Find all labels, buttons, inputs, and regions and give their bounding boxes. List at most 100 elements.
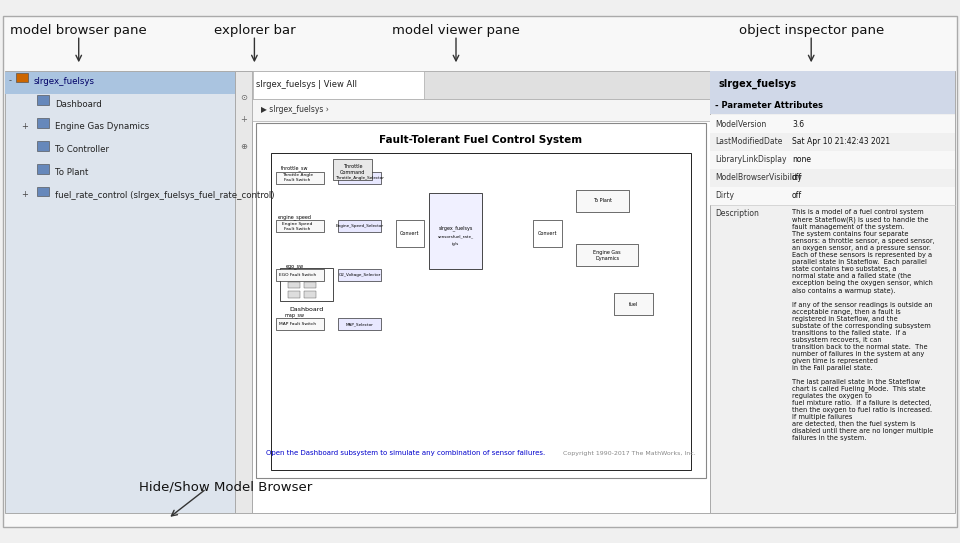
Text: This is a model of a fuel control system
where Stateflow(R) is used to handle th: This is a model of a fuel control system…: [792, 209, 935, 441]
FancyBboxPatch shape: [710, 115, 955, 133]
FancyBboxPatch shape: [338, 220, 381, 232]
FancyBboxPatch shape: [576, 190, 629, 212]
Text: LastModifiedDate: LastModifiedDate: [715, 137, 782, 147]
FancyBboxPatch shape: [288, 282, 300, 288]
Text: To Plant: To Plant: [55, 168, 88, 177]
Text: ego_sw: ego_sw: [286, 264, 303, 269]
FancyBboxPatch shape: [280, 268, 333, 301]
FancyBboxPatch shape: [276, 220, 324, 232]
Text: fuel: fuel: [629, 301, 638, 307]
FancyBboxPatch shape: [429, 193, 482, 269]
Text: To Plant: To Plant: [593, 198, 612, 204]
FancyBboxPatch shape: [710, 71, 955, 97]
Text: Convert: Convert: [538, 231, 557, 236]
FancyBboxPatch shape: [16, 73, 28, 83]
FancyBboxPatch shape: [338, 318, 381, 330]
FancyBboxPatch shape: [338, 269, 381, 281]
Text: Dashboard: Dashboard: [55, 99, 102, 109]
FancyBboxPatch shape: [37, 141, 49, 151]
Text: To Controller: To Controller: [55, 145, 108, 154]
FancyBboxPatch shape: [710, 187, 955, 205]
FancyBboxPatch shape: [396, 220, 424, 247]
Text: -: -: [8, 76, 12, 85]
Text: +: +: [21, 122, 29, 131]
Text: EGO Fault Switch: EGO Fault Switch: [279, 273, 316, 277]
Text: Dashboard: Dashboard: [290, 307, 324, 312]
Text: O2_Voltage_Selector: O2_Voltage_Selector: [338, 273, 381, 277]
Text: 3.6: 3.6: [792, 119, 804, 129]
FancyBboxPatch shape: [5, 71, 235, 513]
Text: MAP_Selector: MAP_Selector: [346, 322, 373, 326]
Text: Description: Description: [715, 209, 759, 218]
Text: ▶ slrgex_fuelsys ›: ▶ slrgex_fuelsys ›: [261, 105, 329, 114]
FancyBboxPatch shape: [710, 97, 955, 114]
Text: +: +: [240, 115, 247, 124]
Text: explorer bar: explorer bar: [213, 24, 296, 37]
Text: none: none: [792, 155, 811, 165]
Text: object inspector pane: object inspector pane: [738, 24, 884, 37]
Text: Throttle
Command: Throttle Command: [340, 164, 365, 175]
FancyBboxPatch shape: [235, 71, 252, 513]
Text: off: off: [792, 173, 803, 182]
FancyBboxPatch shape: [271, 153, 691, 470]
FancyBboxPatch shape: [276, 269, 324, 281]
Text: slrgex_fuelsys: slrgex_fuelsys: [718, 79, 796, 89]
FancyBboxPatch shape: [5, 72, 235, 94]
Text: - Parameter Attributes: - Parameter Attributes: [715, 101, 824, 110]
Text: fuel_rate_control (slrgex_fuelsys_fuel_rate_control): fuel_rate_control (slrgex_fuelsys_fuel_r…: [55, 191, 275, 200]
FancyBboxPatch shape: [576, 244, 638, 266]
FancyBboxPatch shape: [253, 71, 424, 99]
Text: Convert: Convert: [400, 231, 420, 236]
Text: ModelVersion: ModelVersion: [715, 119, 766, 129]
FancyBboxPatch shape: [252, 99, 710, 121]
FancyBboxPatch shape: [710, 71, 955, 513]
Text: model browser pane: model browser pane: [11, 24, 147, 37]
FancyBboxPatch shape: [304, 292, 316, 298]
Text: Copyright 1990-2017 The MathWorks, Inc.: Copyright 1990-2017 The MathWorks, Inc.: [564, 451, 696, 456]
FancyBboxPatch shape: [333, 159, 372, 180]
FancyBboxPatch shape: [276, 172, 324, 184]
Text: Throttle Angle
Fault Switch: Throttle Angle Fault Switch: [282, 173, 313, 182]
Text: ⊙: ⊙: [240, 93, 247, 102]
FancyBboxPatch shape: [614, 293, 653, 315]
FancyBboxPatch shape: [252, 71, 710, 513]
Text: off: off: [792, 191, 803, 200]
Text: Engine Gas
Dynamics: Engine Gas Dynamics: [593, 250, 621, 261]
Text: model viewer pane: model viewer pane: [392, 24, 520, 37]
FancyBboxPatch shape: [288, 292, 300, 298]
Text: slrgex_fuelsys | View All: slrgex_fuelsys | View All: [256, 80, 357, 89]
Text: Engine_Speed_Selector: Engine_Speed_Selector: [335, 224, 384, 229]
FancyBboxPatch shape: [304, 282, 316, 288]
Text: ⊕: ⊕: [240, 142, 247, 151]
FancyBboxPatch shape: [252, 71, 710, 99]
Text: +: +: [21, 190, 29, 199]
FancyBboxPatch shape: [37, 164, 49, 174]
Text: sensorsfuel_rate_: sensorsfuel_rate_: [438, 234, 473, 238]
FancyBboxPatch shape: [533, 220, 562, 247]
FancyBboxPatch shape: [37, 118, 49, 128]
Text: Fault-Tolerant Fuel Control System: Fault-Tolerant Fuel Control System: [379, 135, 583, 144]
Text: slrgex_fuelsys: slrgex_fuelsys: [439, 225, 472, 231]
Text: MAP Fault Switch: MAP Fault Switch: [279, 322, 316, 326]
Text: throttle_sw: throttle_sw: [281, 166, 308, 171]
Text: Engine Gas Dynamics: Engine Gas Dynamics: [55, 122, 149, 131]
FancyBboxPatch shape: [37, 187, 49, 197]
FancyBboxPatch shape: [256, 123, 706, 478]
Text: Open the Dashboard subsystem to simulate any combination of sensor failures.: Open the Dashboard subsystem to simulate…: [266, 450, 545, 456]
FancyBboxPatch shape: [276, 318, 324, 330]
Text: Hide/Show Model Browser: Hide/Show Model Browser: [139, 481, 312, 494]
FancyBboxPatch shape: [710, 151, 955, 169]
Text: Dirty: Dirty: [715, 191, 734, 200]
Text: map_sw: map_sw: [285, 313, 304, 318]
Text: Sat Apr 10 21:42:43 2021: Sat Apr 10 21:42:43 2021: [792, 137, 890, 147]
Text: engine_speed: engine_speed: [277, 214, 312, 220]
Text: Engine Speed
Fault Switch: Engine Speed Fault Switch: [282, 222, 313, 231]
Text: Throttle_Angle_Selector: Throttle_Angle_Selector: [335, 175, 384, 180]
Text: slrgex_fuelsys: slrgex_fuelsys: [34, 77, 95, 86]
Text: LibraryLinkDisplay: LibraryLinkDisplay: [715, 155, 786, 165]
FancyBboxPatch shape: [710, 169, 955, 187]
Text: ModelBrowserVisibility: ModelBrowserVisibility: [715, 173, 802, 182]
FancyBboxPatch shape: [338, 172, 381, 184]
FancyBboxPatch shape: [37, 96, 49, 105]
Text: ig/s: ig/s: [452, 242, 459, 247]
